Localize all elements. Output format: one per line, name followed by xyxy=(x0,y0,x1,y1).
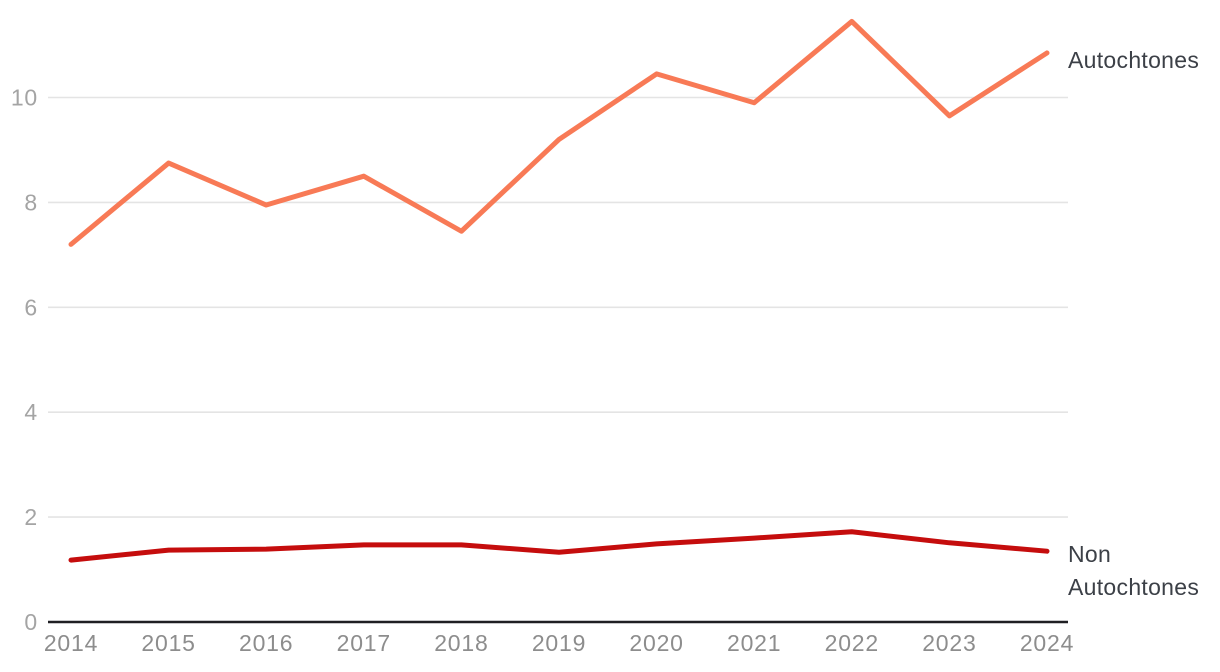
series-line-autochtones xyxy=(68,18,1050,247)
x-tick-label: 2022 xyxy=(825,630,879,656)
y-tick-label: 10 xyxy=(11,85,38,111)
y-tick-label: 2 xyxy=(24,504,38,530)
x-tick-label: 2015 xyxy=(141,630,195,656)
x-tick-label: 2016 xyxy=(239,630,293,656)
x-tick-label: 2021 xyxy=(727,630,781,656)
x-tick-label: 2023 xyxy=(922,630,976,656)
x-tick-label: 2017 xyxy=(337,630,391,656)
series-line-non-autochtones xyxy=(68,529,1050,563)
y-tick-label: 8 xyxy=(24,189,38,215)
x-tick-label: 2020 xyxy=(629,630,683,656)
y-tick-label: 4 xyxy=(24,399,38,425)
x-tick-label: 2014 xyxy=(44,630,98,656)
x-tick-label: 2019 xyxy=(532,630,586,656)
y-tick-label: 6 xyxy=(24,294,38,320)
y-tick-label: 0 xyxy=(24,609,38,635)
x-tick-label: 2024 xyxy=(1020,630,1074,656)
series-label-autochtones: Autochtones xyxy=(1068,47,1200,73)
x-tick-label: 2018 xyxy=(434,630,488,656)
series-label-non-autochtones: Non Autochtones xyxy=(1068,541,1200,600)
